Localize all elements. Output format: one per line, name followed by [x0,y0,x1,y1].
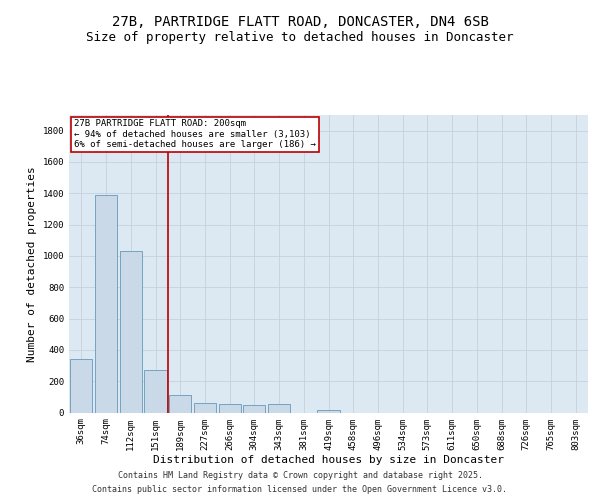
Bar [95,195,117,412]
Text: 27B, PARTRIDGE FLATT ROAD, DONCASTER, DN4 6SB: 27B, PARTRIDGE FLATT ROAD, DONCASTER, DN… [112,16,488,30]
X-axis label: Distribution of detached houses by size in Doncaster: Distribution of detached houses by size … [153,455,504,465]
Text: Size of property relative to detached houses in Doncaster: Size of property relative to detached ho… [86,31,514,44]
Bar [317,410,340,412]
Text: Contains HM Land Registry data © Crown copyright and database right 2025.: Contains HM Land Registry data © Crown c… [118,472,482,480]
Text: 27B PARTRIDGE FLATT ROAD: 200sqm
← 94% of detached houses are smaller (3,103)
6%: 27B PARTRIDGE FLATT ROAD: 200sqm ← 94% o… [74,120,316,150]
Bar [243,404,265,412]
Bar [145,370,167,412]
Bar [119,251,142,412]
Bar [194,403,216,412]
Bar [70,360,92,412]
Bar [218,404,241,412]
Text: Contains public sector information licensed under the Open Government Licence v3: Contains public sector information licen… [92,484,508,494]
Y-axis label: Number of detached properties: Number of detached properties [27,166,37,362]
Bar [169,396,191,412]
Bar [268,404,290,412]
